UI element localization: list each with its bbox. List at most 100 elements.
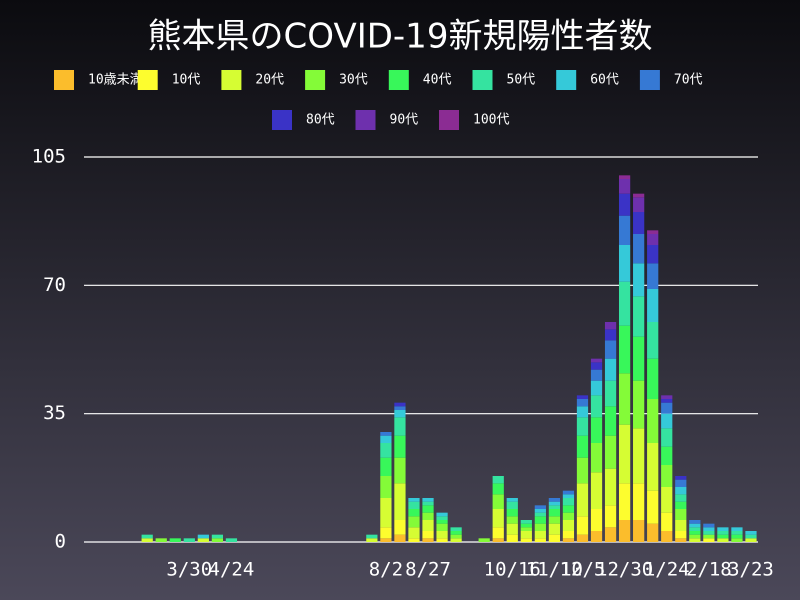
bar-segment <box>380 476 392 498</box>
legend-label: 30代 <box>339 73 368 88</box>
bar-segment <box>633 212 645 234</box>
legend-label: 60代 <box>590 73 619 88</box>
x-tick-label: 1/24 <box>644 559 690 581</box>
bar-segment <box>422 498 434 502</box>
bar-segment <box>394 534 406 542</box>
bar-segment <box>492 527 504 539</box>
y-tick-label: 35 <box>43 402 66 424</box>
bar-segment <box>380 498 392 528</box>
bar-segment <box>450 527 462 531</box>
bar-segment <box>731 531 743 535</box>
legend-label: 100代 <box>473 113 509 128</box>
bar-segment <box>618 245 631 282</box>
bar-segment <box>506 498 518 502</box>
bar-segment <box>576 417 589 436</box>
legend-swatch <box>439 110 459 130</box>
bar-segment <box>422 531 434 539</box>
bar-segment <box>717 531 729 535</box>
x-tick-label: 10/16 <box>484 559 541 581</box>
bar-segment <box>689 534 701 539</box>
chart-title: 熊本県のCOVID-19新規陽性者数 <box>148 17 653 57</box>
x-tick-label: 12/5 <box>560 559 606 581</box>
bar-segment <box>548 505 561 509</box>
bar-segment <box>394 402 406 407</box>
bar-segment <box>745 534 757 539</box>
bar-segment <box>647 245 659 264</box>
bar-segment <box>366 534 378 539</box>
bar-segment <box>618 325 631 374</box>
bar-segment <box>408 498 420 502</box>
x-tick-label: 8/27 <box>405 559 451 581</box>
bar-segment <box>576 435 589 458</box>
bar-segment <box>380 527 392 539</box>
bar-segment <box>576 399 589 407</box>
bar-segment <box>703 531 715 535</box>
y-tick-label: 0 <box>55 531 66 553</box>
bar-segment <box>492 509 504 528</box>
legend-label: 40代 <box>423 73 452 88</box>
bar-segment <box>506 501 518 509</box>
bar-segment <box>408 538 420 542</box>
bar-segment <box>661 446 673 465</box>
bar-segment <box>717 527 729 531</box>
bar-segment <box>661 395 673 399</box>
bar-segment <box>647 289 659 322</box>
bar-segment <box>562 520 575 531</box>
bar-segment <box>380 435 392 443</box>
bar-segment <box>520 523 532 528</box>
y-tick-label: 70 <box>43 274 66 296</box>
bar-segment <box>745 538 757 542</box>
bar-segment <box>604 406 617 436</box>
bar-segment <box>478 538 490 542</box>
bar-segment <box>604 468 617 506</box>
legend-swatch <box>137 70 158 90</box>
bar-segment <box>675 538 687 542</box>
x-tick-label: 3/23 <box>728 559 774 581</box>
bar-segment <box>211 534 224 539</box>
legend-swatch <box>305 70 326 90</box>
bar-segment <box>675 494 687 502</box>
bar-segment <box>548 523 561 535</box>
bar-segment <box>562 494 575 498</box>
bar-segment <box>618 179 631 194</box>
bar-segment <box>562 505 575 513</box>
bar-segment <box>604 358 617 381</box>
bar-segment <box>576 406 589 418</box>
bar-segment <box>450 531 462 535</box>
bar-segment <box>618 281 631 326</box>
bar-segment <box>647 523 659 542</box>
bar-segment <box>604 329 617 341</box>
bar-segment <box>675 476 687 480</box>
bar-segment <box>422 512 434 520</box>
bar-segment <box>506 509 518 517</box>
bar-segment <box>633 520 645 542</box>
bar-segment <box>675 531 687 539</box>
bar-segment <box>576 483 589 517</box>
bar-segment <box>548 498 561 502</box>
bar-segment <box>604 527 617 542</box>
x-tick-label: 8/2 <box>369 559 403 581</box>
bar-segment <box>422 501 434 506</box>
bar-segment <box>703 534 715 539</box>
bar-segment <box>689 538 701 542</box>
bar-segment <box>436 531 448 539</box>
bar-segment <box>408 516 420 528</box>
bar-segment <box>380 538 392 542</box>
bar-segment <box>717 538 729 542</box>
legend-label: 10代 <box>172 73 201 88</box>
bar-segment <box>590 358 603 363</box>
legend-swatch <box>355 110 376 130</box>
legend-label: 20代 <box>255 73 284 88</box>
bar-segment <box>197 534 209 539</box>
bar-segment <box>604 380 617 407</box>
bar-segment <box>534 538 546 542</box>
bar-segment <box>675 520 687 531</box>
x-tick-label: 12/30 <box>596 559 653 581</box>
bar-segment <box>492 483 504 495</box>
legend-label: 90代 <box>390 113 419 128</box>
bar-segment <box>492 538 504 542</box>
bar-segment <box>562 512 575 520</box>
bar-segment <box>534 505 546 509</box>
bar-segment <box>394 520 406 535</box>
